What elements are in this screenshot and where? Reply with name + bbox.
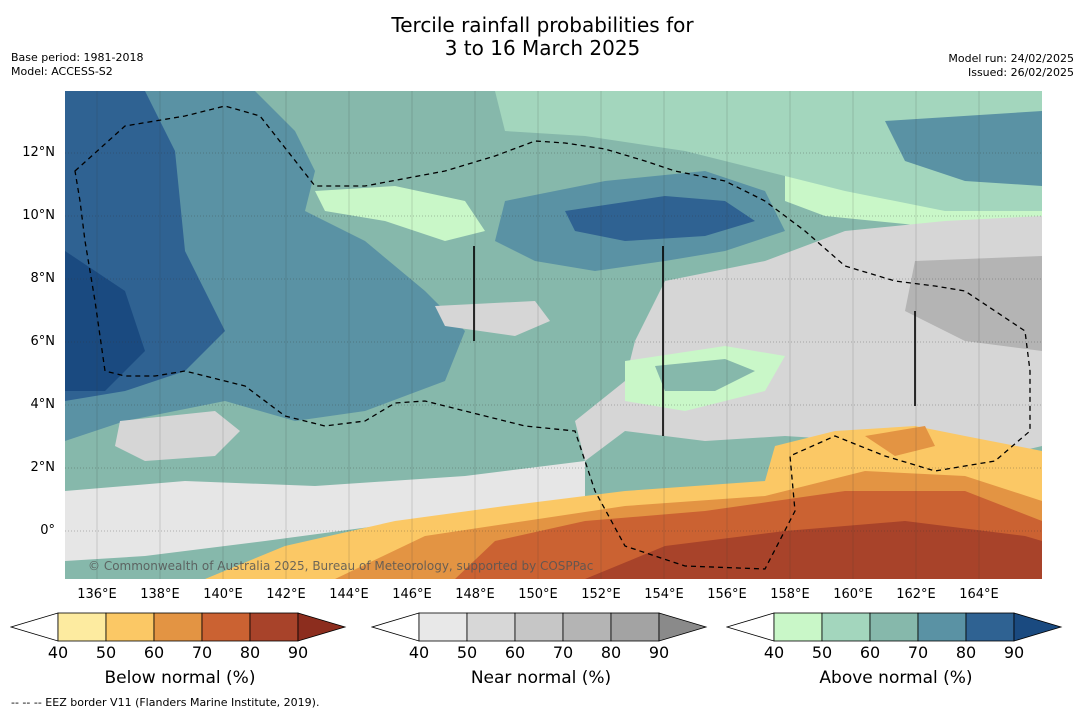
copyright-note: © Commonwealth of Australia 2025, Bureau…	[88, 559, 594, 573]
rainfall-map	[65, 91, 1042, 579]
tick-label: 90	[648, 643, 670, 662]
tick-label: 80	[955, 643, 977, 662]
lon-label: 146°E	[392, 587, 432, 602]
tick-label: 50	[811, 643, 833, 662]
region-near-70-east	[905, 256, 1042, 351]
lon-label: 142°E	[266, 587, 306, 602]
lon-label: 158°E	[770, 587, 810, 602]
region-below-60-pocket	[865, 426, 935, 456]
tick-label: 80	[600, 643, 622, 662]
colorbar-swatch	[249, 612, 299, 642]
colorbar-swatch	[965, 612, 1015, 642]
lon-label: 144°E	[329, 587, 369, 602]
colorbar-arrow-high	[297, 612, 347, 642]
lon-label: 154°E	[644, 587, 684, 602]
colorbar-above-title: Above normal (%)	[819, 668, 973, 688]
base-period: Base period: 1981-2018	[11, 51, 144, 64]
colorbar-near-swatches	[371, 612, 708, 642]
colorbar-swatch	[418, 612, 468, 642]
region-above-90-central	[565, 196, 755, 241]
model-run: Model run: 24/02/2025	[948, 52, 1074, 65]
tick-label: 50	[95, 643, 117, 662]
tick-label: 90	[1003, 643, 1025, 662]
lat-label-6n: 6°N	[30, 334, 56, 349]
colorbar-below-swatches	[10, 612, 347, 642]
tick-label: 40	[763, 643, 785, 662]
region-near-50-central	[435, 301, 550, 336]
lon-label: 162°E	[896, 587, 936, 602]
tick-label: 70	[191, 643, 213, 662]
colorbar-swatch	[821, 612, 871, 642]
map-panel	[65, 91, 1042, 579]
colorbar-arrow-low	[10, 612, 59, 642]
meta-left: Base period: 1981-2018 Model: ACCESS-S2	[11, 51, 143, 79]
eez-vertical-lines	[473, 246, 916, 436]
eez-border	[74, 105, 1031, 570]
colorbar-above-swatches	[726, 612, 1063, 642]
lat-label-0: 0°	[40, 523, 55, 538]
map-title: Tercile rainfall probabilities for 3 to …	[0, 14, 1085, 60]
colorbar-arrow-low	[726, 612, 775, 642]
colorbar-above	[726, 612, 1063, 642]
lat-label-4n: 4°N	[30, 397, 56, 412]
model-name: Model: ACCESS-S2	[11, 65, 113, 78]
lon-label: 148°E	[455, 587, 495, 602]
issued-date: Issued: 26/02/2025	[967, 66, 1074, 79]
colorbar-swatch	[869, 612, 919, 642]
tick-label: 80	[239, 643, 261, 662]
tick-label: 40	[408, 643, 430, 662]
title-line-2: 3 to 16 March 2025	[444, 36, 641, 60]
meta-right: Model run: 24/02/2025 Issued: 26/02/2025	[948, 52, 1074, 80]
title-line-1: Tercile rainfall probabilities for	[391, 13, 694, 37]
tick-label: 60	[859, 643, 881, 662]
colorbar-arrow-high	[658, 612, 708, 642]
lon-label: 150°E	[518, 587, 558, 602]
colorbar-below	[10, 612, 347, 642]
colorbar-swatch	[57, 612, 107, 642]
colorbar-swatch	[201, 612, 251, 642]
region-above-80-ne	[885, 111, 1042, 186]
colorbar-below-title: Below normal (%)	[104, 668, 256, 688]
region-above-50-ne	[785, 176, 1042, 226]
colorbar-swatch	[773, 612, 823, 642]
tick-label: 70	[552, 643, 574, 662]
region-near-40-equator	[65, 461, 585, 561]
colorbar-arrow-high	[1013, 612, 1063, 642]
colorbar-swatch	[917, 612, 967, 642]
lon-label: 160°E	[833, 587, 873, 602]
region-above-70-east-pocket	[655, 359, 755, 391]
lon-label: 156°E	[707, 587, 747, 602]
colorbar-swatch	[514, 612, 564, 642]
colorbar-arrow-low	[371, 612, 420, 642]
lat-label-2n: 2°N	[30, 460, 56, 475]
lon-label: 140°E	[203, 587, 243, 602]
lon-label: 152°E	[581, 587, 621, 602]
tick-label: 60	[143, 643, 165, 662]
longitude-gridlines	[96, 91, 980, 579]
colorbar-swatch	[153, 612, 203, 642]
colorbar-swatch	[105, 612, 155, 642]
tick-label: 50	[456, 643, 478, 662]
region-below-80-south	[585, 521, 1042, 579]
tick-label: 70	[907, 643, 929, 662]
lon-label: 136°E	[77, 587, 117, 602]
colorbar-swatch	[562, 612, 612, 642]
lon-label: 164°E	[959, 587, 999, 602]
footer-note: -- -- -- EEZ border V11 (Flanders Marine…	[11, 696, 320, 709]
tick-label: 40	[47, 643, 69, 662]
colorbar-swatch	[466, 612, 516, 642]
colorbar-near	[371, 612, 708, 642]
lat-label-10n: 10°N	[22, 208, 55, 223]
tick-label: 60	[504, 643, 526, 662]
region-near-50-west	[115, 411, 240, 461]
colorbar-swatch	[610, 612, 660, 642]
lat-label-8n: 8°N	[30, 271, 56, 286]
region-above-50-band	[315, 186, 485, 241]
region-above-90plus-west	[65, 251, 145, 391]
latitude-gridlines	[65, 152, 1042, 532]
tick-label: 90	[287, 643, 309, 662]
lon-label: 138°E	[140, 587, 180, 602]
colorbar-near-title: Near normal (%)	[470, 668, 612, 688]
lat-label-12n: 12°N	[22, 145, 55, 160]
